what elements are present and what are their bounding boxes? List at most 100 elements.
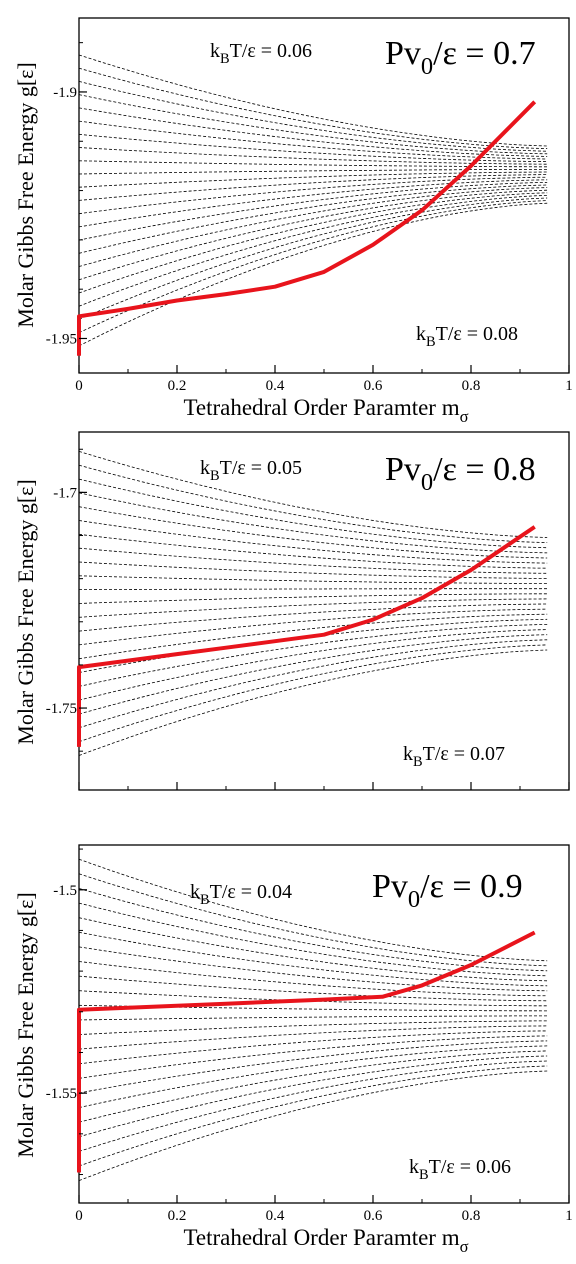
isotherm-curve bbox=[78, 133, 548, 162]
isotherm-curve bbox=[78, 946, 548, 992]
isotherm-curve bbox=[78, 1040, 548, 1094]
chart-panel-3: 0 0.2 0.4 0.6 0.8 1 -1.5 -1.55 Molar Gibbs Free … bbox=[13, 844, 573, 1256]
isotherm-curve bbox=[78, 902, 548, 977]
isotherm-curve bbox=[78, 200, 548, 334]
isotherm-curve bbox=[78, 67, 548, 149]
x-tick-label: 0.8 bbox=[462, 1208, 481, 1224]
isotherm-curve bbox=[78, 575, 548, 584]
pressure-annotation: Pv0/ε = 0.8 bbox=[385, 451, 536, 496]
equilibrium-curve bbox=[77, 100, 537, 356]
x-tick-label: 0.2 bbox=[168, 1208, 187, 1224]
isotherm-curve bbox=[78, 1060, 548, 1152]
x-axis-label: Tetrahedral Order Paramter mσ bbox=[183, 1225, 468, 1256]
isotherm-curve bbox=[78, 975, 548, 1002]
isotherm-curve bbox=[78, 478, 548, 549]
y-tick-label: -1.75 bbox=[46, 701, 77, 717]
isotherm-curve bbox=[78, 858, 548, 962]
isotherm-curve bbox=[78, 94, 548, 155]
isotherm-curve bbox=[78, 1004, 548, 1012]
isotherm-curve bbox=[78, 593, 548, 604]
isotherm-curve bbox=[78, 169, 548, 175]
isotherm-curve bbox=[78, 1045, 548, 1108]
isotherm-curve bbox=[78, 1015, 548, 1021]
isotherm-curve bbox=[78, 1065, 548, 1167]
isotherm-curve bbox=[78, 195, 548, 307]
chart-panel-2: -1.7 -1.75 Molar Gibbs Free Energy g[ε] Pv0… bbox=[13, 431, 570, 791]
y-tick-label: -1.5 bbox=[53, 883, 77, 899]
isotherm-curve bbox=[78, 179, 548, 228]
isotherm-curve bbox=[78, 561, 548, 579]
equilibrium-curve bbox=[77, 525, 536, 747]
isotherm-curve bbox=[78, 120, 548, 160]
isotherm-curve bbox=[78, 1030, 548, 1065]
isotherm-curve bbox=[78, 506, 548, 559]
y-tick-label: -1.55 bbox=[46, 1086, 77, 1102]
x-tick-label: 0 bbox=[75, 378, 83, 394]
x-axis-label: Tetrahedral Order Paramter mσ bbox=[183, 395, 468, 426]
y-tick-label: -1.95 bbox=[46, 331, 77, 347]
y-axis-label: Molar Gibbs Free Energy g[ε] bbox=[13, 62, 38, 327]
isotherm-curve bbox=[78, 1025, 548, 1050]
isotherm-curve bbox=[78, 451, 548, 538]
isotherm-curve bbox=[78, 54, 548, 147]
isotherm-curve bbox=[78, 888, 548, 972]
isotherm-curve bbox=[78, 81, 548, 152]
isotherm-curve bbox=[78, 931, 548, 987]
isotherm-curve bbox=[78, 202, 548, 347]
x-tick-label: 1 bbox=[565, 1208, 573, 1224]
isotherm-curve bbox=[78, 520, 548, 564]
x-tick-label: 0.8 bbox=[462, 378, 481, 394]
isotherm-curve bbox=[78, 990, 548, 1007]
top-curve-label: kBT/ε = 0.04 bbox=[190, 881, 292, 908]
isotherm-curve bbox=[78, 1035, 548, 1079]
isotherm-curve bbox=[78, 147, 548, 165]
isotherm-curve bbox=[78, 187, 548, 267]
isotherm-curve bbox=[78, 197, 548, 320]
x-tick-label: 0.4 bbox=[266, 378, 285, 394]
isotherm-curve bbox=[78, 533, 548, 569]
isotherm-curve bbox=[78, 1020, 548, 1035]
x-tick-label: 0.4 bbox=[266, 1208, 285, 1224]
chart-panel-1: 0 0.2 0.4 0.6 0.8 1 -1.9 -1.95 Molar Gibbs Free … bbox=[13, 17, 573, 426]
y-axis-label: Molar Gibbs Free Energy g[ε] bbox=[13, 892, 38, 1157]
x-tick-label: 0 bbox=[75, 1208, 83, 1224]
isotherm-curve bbox=[78, 613, 548, 660]
isotherm-curve bbox=[78, 917, 548, 982]
isotherm-curve bbox=[78, 639, 548, 729]
isotherm-curve bbox=[78, 644, 548, 743]
isotherm-curve bbox=[78, 873, 548, 967]
isotherm-curve bbox=[79, 588, 548, 590]
isotherm-curve bbox=[78, 171, 548, 188]
isotherm-curve bbox=[78, 184, 548, 254]
isotherm-curve bbox=[78, 649, 548, 756]
isotherm-curve bbox=[78, 192, 548, 294]
isotherm-curve bbox=[78, 174, 548, 201]
isotherm-curve bbox=[78, 629, 548, 701]
y-tick-label: -1.9 bbox=[53, 85, 77, 101]
bottom-curve-label: kBT/ε = 0.08 bbox=[416, 323, 518, 350]
isotherm-curve bbox=[78, 182, 548, 241]
isotherm-curve bbox=[78, 176, 548, 215]
x-tick-label: 1 bbox=[565, 378, 573, 394]
isotherm-curve bbox=[78, 608, 548, 646]
isotherm-curve bbox=[78, 107, 548, 157]
x-tick-label: 0.2 bbox=[168, 378, 187, 394]
isotherm-curve bbox=[78, 464, 548, 543]
isotherm-curve bbox=[78, 598, 548, 618]
pressure-annotation: Pv0/ε = 0.9 bbox=[372, 868, 523, 913]
y-axis-label: Molar Gibbs Free Energy g[ε] bbox=[13, 479, 38, 744]
top-curve-label: kBT/ε = 0.06 bbox=[210, 40, 312, 67]
isotherm-curve bbox=[78, 634, 548, 715]
isotherm-curve bbox=[78, 1070, 548, 1181]
isotherm-curve bbox=[78, 189, 548, 281]
isotherm-curve bbox=[78, 492, 548, 554]
bottom-curve-label: kBT/ε = 0.06 bbox=[409, 1156, 511, 1183]
bottom-curve-label: kBT/ε = 0.07 bbox=[403, 743, 505, 770]
equilibrium-curve bbox=[77, 930, 536, 1173]
top-curve-label: kBT/ε = 0.05 bbox=[200, 457, 302, 484]
isotherm-curve bbox=[78, 603, 548, 632]
pressure-annotation: Pv0/ε = 0.7 bbox=[385, 35, 536, 80]
y-tick-label: -1.7 bbox=[53, 485, 77, 501]
x-tick-label: 0.6 bbox=[364, 1208, 383, 1224]
